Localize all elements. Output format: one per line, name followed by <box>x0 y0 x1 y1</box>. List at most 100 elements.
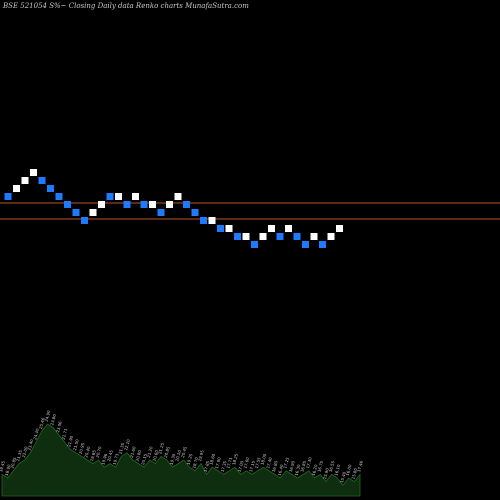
volume-label: 20.85 <box>10 456 18 469</box>
volume-label: 20.45 <box>106 449 114 462</box>
renko-brick <box>234 233 241 240</box>
renko-brick <box>89 209 97 216</box>
volume-label: 21.90 <box>66 435 74 448</box>
volume-label: 22.71 <box>61 427 69 440</box>
renko-brick <box>115 193 122 200</box>
volume-label: 25.46 <box>38 417 46 430</box>
renko-brick <box>242 233 250 240</box>
renko-brick <box>72 209 80 216</box>
renko-brick <box>191 209 199 216</box>
renko-brick <box>55 193 63 200</box>
volume-label: 21.50 <box>72 438 80 451</box>
volume-label: 19.95 <box>197 449 205 462</box>
volume-label: 19.30 <box>169 453 177 466</box>
renko-brick <box>21 177 29 184</box>
renko-brick <box>38 177 46 184</box>
volume-label: 17.00 <box>237 460 245 473</box>
volume-label: 21.25 <box>157 442 165 455</box>
volume-label: 19.25 <box>186 453 194 466</box>
volume-label: 16.80 <box>271 460 279 473</box>
volume-label: 21.60 <box>129 445 137 458</box>
renko-brick <box>310 233 318 240</box>
volume-label: 17.85 <box>203 460 211 473</box>
volume-label: 20.95 <box>78 442 86 455</box>
renko-brick <box>225 225 233 232</box>
renko-brick <box>327 233 335 240</box>
volume-label: 22.00 <box>21 445 29 458</box>
volume-label: 23.80 <box>49 413 57 426</box>
volume-label: 23.06 <box>55 420 63 433</box>
volume-label: 20.85 <box>163 445 171 458</box>
volume-label: 20.15 <box>140 453 148 466</box>
volume-label: 24.40 <box>32 427 40 440</box>
volume-panel: 19.4518.9020.8521.3522.0023.4024.4025.46… <box>0 409 364 497</box>
renko-brick <box>47 185 54 192</box>
volume-label: 17.46 <box>356 460 364 473</box>
volume-area <box>1 423 361 497</box>
volume-label: 20.45 <box>180 445 188 458</box>
volume-label: 16.55 <box>328 460 336 473</box>
renko-brick <box>200 217 207 224</box>
volume-label: 17.71 <box>225 456 233 469</box>
volume-label: 15.90 <box>322 467 330 480</box>
volume-label: 16.40 <box>277 463 285 476</box>
volume-label: 17.55 <box>254 456 262 469</box>
volume-label: 16.30 <box>294 463 302 476</box>
renko-brick <box>268 225 275 232</box>
volume-label: 17.25 <box>282 456 290 469</box>
volume-label: 21.35 <box>15 449 23 462</box>
volume-label: 16.75 <box>316 460 324 473</box>
volume-label: 18.90 <box>4 463 12 476</box>
volume-label: 21.20 <box>146 445 154 458</box>
volume-label: 19.96 <box>100 453 108 466</box>
renko-brick <box>4 193 12 200</box>
volume-label: 18.60 <box>208 453 216 466</box>
volume-label: 18.00 <box>260 453 268 466</box>
volume-label: 21.35 <box>117 442 125 455</box>
volume-label: 20.40 <box>83 445 91 458</box>
volume-label: 17.90 <box>214 456 222 469</box>
volume-label: 19.45 <box>0 460 6 473</box>
renko-brick <box>285 225 292 232</box>
volume-label: 20.80 <box>135 449 143 462</box>
volume-label: 17.30 <box>305 456 313 469</box>
renko-brick <box>251 241 258 248</box>
volume-label: 24.90 <box>44 409 52 422</box>
renko-brick <box>157 209 165 216</box>
volume-label: 15.80 <box>350 467 358 480</box>
volume-label: 16.85 <box>299 460 307 473</box>
renko-brick <box>140 201 148 208</box>
renko-brick <box>293 233 301 240</box>
volume-label: 20.70 <box>95 445 103 458</box>
volume-label: 17.15 <box>248 460 256 473</box>
volume-label: 17.40 <box>265 456 273 469</box>
volume-label: 16.10 <box>333 463 341 476</box>
volume-label: 22.10 <box>123 438 131 451</box>
renko-brick <box>149 201 156 208</box>
renko-brick <box>123 201 131 208</box>
volume-label: 15.40 <box>339 471 347 484</box>
chart-title: BSE 521054 S%~ Closing Daily data Renko … <box>3 2 249 10</box>
renko-brick <box>259 233 267 240</box>
renko-brick <box>276 233 284 240</box>
renko-brick <box>13 185 20 192</box>
volume-label: 19.85 <box>89 449 97 462</box>
volume-label: 20.10 <box>174 449 182 462</box>
renko-bricks <box>4 169 343 248</box>
renko-brick <box>183 201 190 208</box>
renko-brick <box>319 241 326 248</box>
renko-brick <box>98 201 105 208</box>
renko-brick <box>302 241 309 248</box>
renko-brick <box>208 217 216 224</box>
renko-brick <box>336 225 343 232</box>
volume-label: 23.40 <box>27 438 35 451</box>
renko-brick <box>166 201 173 208</box>
renko-brick <box>64 201 71 208</box>
renko-brick <box>106 193 114 200</box>
volume-label: 18.25 <box>231 453 239 466</box>
volume-label: 17.60 <box>242 456 250 469</box>
volume-label: 16.00 <box>345 463 353 476</box>
volume-label: 20.60 <box>152 449 160 462</box>
renko-brick <box>174 193 182 200</box>
